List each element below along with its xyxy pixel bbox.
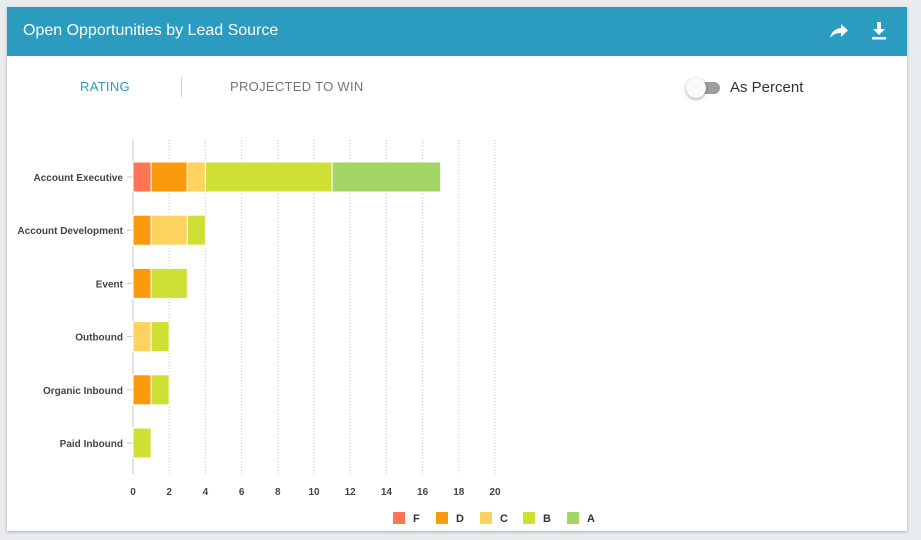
legend-swatch-a[interactable]: [567, 512, 579, 524]
tab-rating[interactable]: RATING: [80, 79, 130, 94]
card-title: Open Opportunities by Lead Source: [23, 22, 279, 39]
legend-swatch-d[interactable]: [436, 512, 448, 524]
bar-segment-d: [132, 214, 152, 246]
tab-divider: [181, 77, 182, 97]
legend-label-d: D: [456, 513, 464, 525]
bar-segment-d: [150, 161, 188, 193]
bar-segment-b: [132, 427, 152, 459]
x-tick-label: 6: [239, 487, 245, 498]
bar-segment-c: [132, 321, 152, 353]
bar-segment-b: [150, 267, 188, 299]
legend-label-a: A: [587, 513, 595, 525]
legend-label-f: F: [413, 513, 420, 525]
category-label: Event: [96, 279, 124, 290]
bar-segment-d: [132, 374, 152, 406]
legend-swatch-f[interactable]: [393, 512, 405, 524]
legend-label-c: C: [500, 513, 508, 525]
toggle-knob: [686, 78, 706, 98]
as-percent-label: As Percent: [730, 79, 804, 96]
bar-segment-c: [150, 214, 188, 246]
bar-segment-b: [186, 214, 206, 246]
x-tick-label: 20: [489, 487, 501, 498]
x-tick-label: 4: [203, 487, 209, 498]
bar-segment-b: [150, 321, 170, 353]
tab-projected-to-win[interactable]: PROJECTED TO WIN: [230, 79, 364, 94]
category-label: Account Development: [17, 226, 123, 237]
x-tick-label: 10: [308, 487, 320, 498]
x-tick-label: 8: [275, 487, 281, 498]
legend-label-b: B: [543, 513, 551, 525]
bar-segment-b: [150, 374, 170, 406]
category-label: Account Executive: [34, 173, 124, 184]
x-tick-label: 14: [381, 487, 393, 498]
x-tick-label: 16: [417, 487, 429, 498]
legend-swatch-c[interactable]: [480, 512, 492, 524]
stacked-bar-chart: 0 2 4 6 8 10 12 14 16 18 20 Account Executive Accoun…: [17, 140, 501, 498]
card-header: Open Opportunities by Lead Source: [7, 7, 907, 56]
bar-segment-a: [331, 161, 442, 193]
bar-segment-f: [132, 161, 152, 193]
legend-swatch-b[interactable]: [523, 512, 535, 524]
x-tick-label: 2: [166, 487, 172, 498]
x-tick-label: 12: [345, 487, 357, 498]
download-icon[interactable]: [867, 19, 891, 43]
chart-card: Open Opportunities by Lead Source RATING…: [7, 7, 907, 531]
bar-segment-d: [132, 267, 152, 299]
bar-segment-c: [186, 161, 206, 193]
category-label: Paid Inbound: [60, 439, 123, 450]
category-label: Outbound: [75, 333, 123, 344]
as-percent-toggle[interactable]: [686, 78, 722, 98]
category-label: Organic Inbound: [43, 386, 123, 397]
bar-segment-b: [204, 161, 333, 193]
x-tick-label: 18: [453, 487, 465, 498]
share-arrow-icon[interactable]: [827, 19, 851, 43]
x-tick-label: 0: [130, 487, 136, 498]
